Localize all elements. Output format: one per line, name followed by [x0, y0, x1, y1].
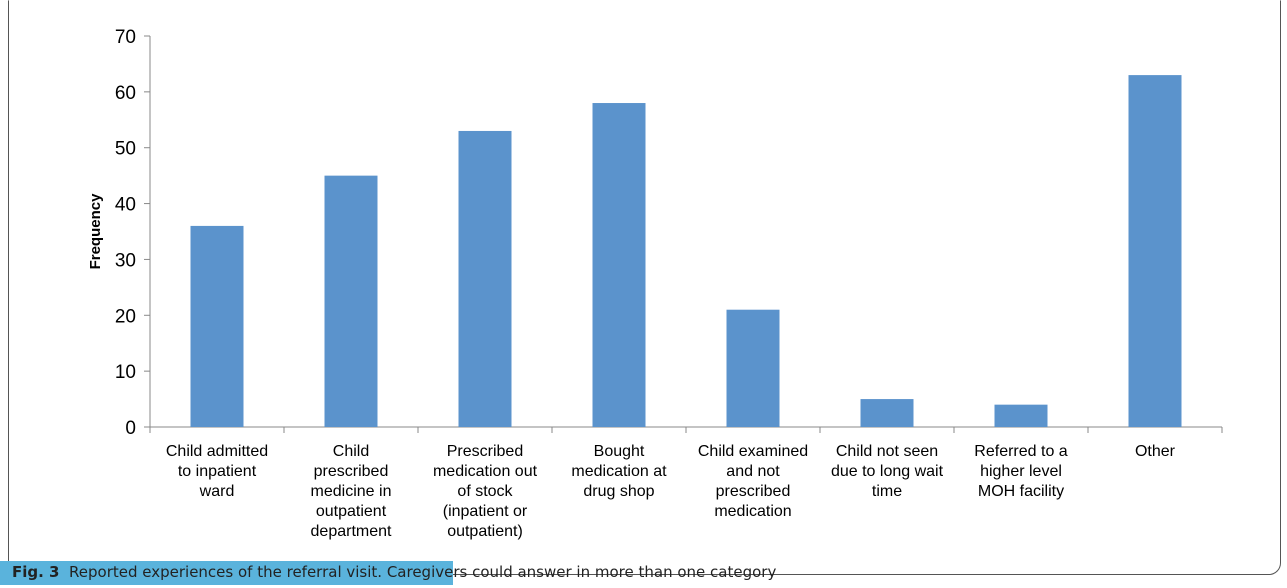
x-tick-label: Child examined and not prescribed medicatio…	[698, 443, 808, 520]
x-tick-label: Other	[1135, 443, 1176, 460]
bar	[458, 130, 512, 427]
bar	[860, 399, 914, 427]
y-tick-label: 0	[125, 418, 136, 439]
bar	[190, 225, 244, 427]
caption-highlight	[0, 561, 453, 585]
x-tick-label: Child admitted to inpatient ward	[166, 443, 268, 500]
bar	[1128, 75, 1182, 427]
figure-frame	[8, 0, 1281, 575]
x-tick-label: Bought medication at drug shop	[571, 443, 667, 500]
y-tick-label: 10	[115, 362, 136, 383]
caption-text: Reported experiences of the referral vis…	[69, 563, 777, 581]
x-tick-label: Referred to a higher level MOH facility	[974, 443, 1067, 500]
figure-caption: Fig. 3 Reported experiences of the refer…	[12, 563, 776, 581]
bar	[994, 404, 1048, 427]
bar	[726, 309, 780, 427]
bar	[324, 175, 378, 427]
y-tick-label: 20	[115, 306, 136, 327]
bar	[592, 103, 646, 428]
x-tick-label: Prescribed medication out of stock (inpatie…	[433, 443, 538, 540]
bar-chart: 0 10 20 30 40 50 60 70 Frequency Child admitted to…	[87, 27, 1223, 540]
caption-label: Fig. 3	[12, 563, 60, 581]
y-axis-title: Frequency	[87, 193, 104, 270]
x-tick-label: Child not seen due to long wait time	[831, 443, 944, 500]
x-tick-label: Child prescribed medicine in outpatient depa…	[311, 443, 392, 540]
y-tick-label: 30	[115, 250, 136, 271]
y-tick-label: 40	[115, 195, 136, 216]
y-tick-label: 60	[115, 83, 136, 104]
y-tick-label: 50	[115, 139, 136, 160]
y-tick-label: 70	[115, 27, 136, 48]
